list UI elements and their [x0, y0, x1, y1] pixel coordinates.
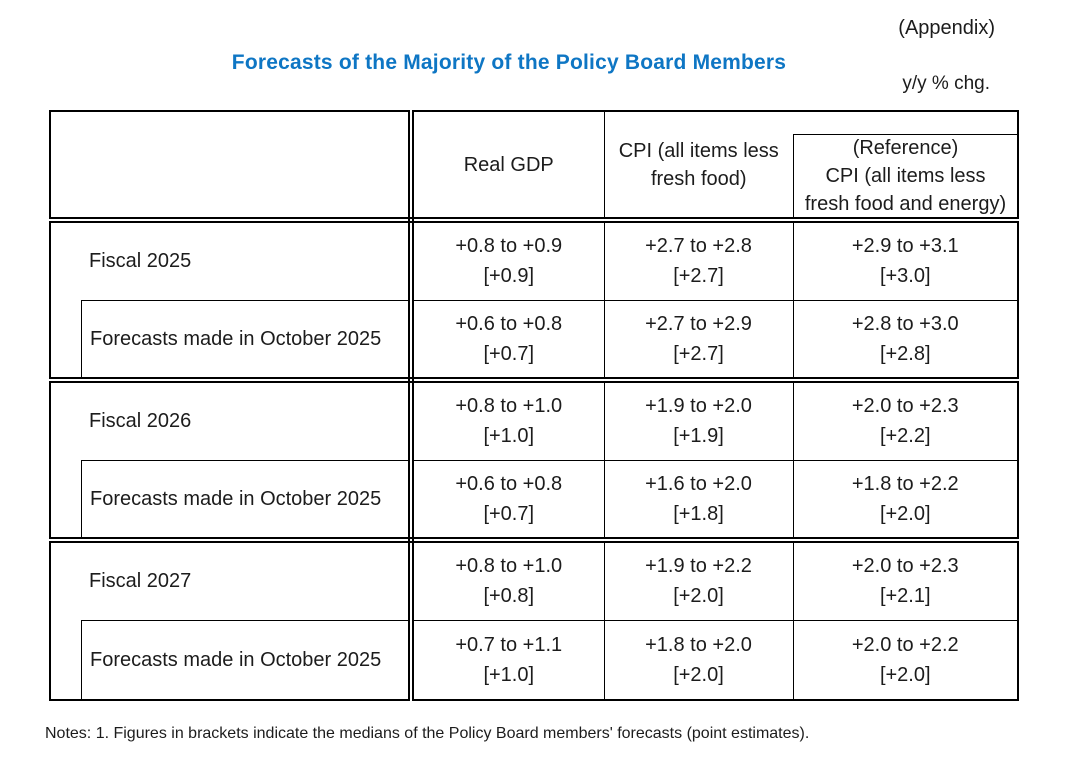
row-label-cell: Forecasts made in October 2025 [49, 620, 414, 701]
value-median: [+2.0] [673, 585, 724, 608]
row-label: Forecasts made in October 2025 [90, 327, 382, 350]
header-real-gdp: Real GDP [410, 110, 605, 223]
indent-box: Forecasts made in October 2025 [81, 300, 408, 377]
cell-cpi: +1.9 to +2.2 [+2.0] [603, 539, 794, 621]
value-range: +2.0 to +2.2 [851, 633, 959, 656]
cell-cpi-reference: +2.0 to +2.3 [+2.1] [792, 539, 1019, 621]
table-row-fiscal-2025: Fiscal 2025 +0.8 to +0.9 [+0.9] +2.7 to … [49, 219, 1019, 301]
cell-real-gdp: +0.6 to +0.8 [+0.7] [410, 459, 605, 543]
value-range: +1.9 to +2.0 [645, 395, 752, 418]
cell-cpi: +1.8 to +2.0 [+2.0] [603, 619, 794, 701]
table-row-fiscal-2027: Fiscal 2027 +0.8 to +1.0 [+0.8] +1.9 to … [49, 539, 1019, 621]
appendix-label: (Appendix) [898, 17, 995, 39]
value-range: +0.8 to +0.9 [455, 235, 563, 258]
value-range: +1.8 to +2.0 [645, 633, 752, 656]
table-row-october-forecast-2027: Forecasts made in October 2025 +0.7 to +… [49, 619, 1019, 701]
row-label: Forecasts made in October 2025 [90, 648, 382, 671]
value-range: +2.0 to +2.3 [851, 395, 959, 418]
row-label: Forecasts made in October 2025 [90, 487, 382, 510]
cell-cpi-reference: +2.8 to +3.0 [+2.8] [792, 299, 1019, 383]
value-median: [+2.0] [879, 502, 931, 525]
value-range: +0.8 to +1.0 [455, 555, 563, 578]
value-median: [+0.9] [483, 265, 535, 288]
row-label-cell: Fiscal 2026 [49, 379, 414, 460]
value-median: [+1.9] [673, 425, 724, 448]
value-range: +1.8 to +2.2 [851, 472, 959, 495]
header-row: Real GDP CPI (all items less fresh food)… [49, 110, 1019, 223]
value-median: [+1.0] [483, 425, 535, 448]
page-title: Forecasts of the Majority of the Policy … [231, 51, 787, 74]
cell-real-gdp: +0.8 to +0.9 [+0.9] [410, 219, 605, 301]
reference-inset-box: (Reference) CPI (all items less fresh fo… [793, 134, 1017, 217]
value-range: +1.6 to +2.0 [645, 472, 752, 495]
value-median: [+2.2] [879, 425, 931, 448]
row-label: Fiscal 2026 [89, 410, 192, 432]
cell-cpi: +1.9 to +2.0 [+1.9] [603, 379, 794, 461]
cell-cpi-reference: +2.9 to +3.1 [+3.0] [792, 219, 1019, 301]
table-row-october-forecast-2025: Forecasts made in October 2025 +0.6 to +… [49, 299, 1019, 383]
header-cpi-reference: (Reference) CPI (all items less fresh fo… [793, 110, 1019, 223]
indent-box: Forecasts made in October 2025 [81, 620, 408, 699]
value-median: [+1.8] [673, 502, 724, 525]
value-range: +0.8 to +1.0 [455, 395, 563, 418]
cell-cpi-reference: +2.0 to +2.3 [+2.2] [792, 379, 1019, 461]
forecast-table: Real GDP CPI (all items less fresh food)… [49, 110, 1019, 701]
value-median: [+2.0] [673, 663, 724, 686]
header-empty-cell [49, 110, 414, 223]
cell-real-gdp: +0.7 to +1.1 [+1.0] [410, 619, 605, 701]
cell-real-gdp: +0.8 to +1.0 [+1.0] [410, 379, 605, 461]
value-median: [+2.0] [879, 663, 931, 686]
cell-real-gdp: +0.8 to +1.0 [+0.8] [410, 539, 605, 621]
cell-cpi-reference: +2.0 to +2.2 [+2.0] [792, 619, 1019, 701]
cell-cpi: +2.7 to +2.9 [+2.7] [603, 299, 794, 383]
value-median: [+2.8] [879, 342, 931, 365]
value-range: +1.9 to +2.2 [645, 555, 752, 578]
value-range: +0.7 to +1.1 [455, 633, 563, 656]
row-label-cell: Forecasts made in October 2025 [49, 460, 414, 543]
row-label-cell: Forecasts made in October 2025 [49, 300, 414, 383]
value-median: [+1.0] [483, 663, 535, 686]
header-cpi: CPI (all items less fresh food) [603, 110, 793, 223]
value-range: +2.8 to +3.0 [851, 312, 959, 335]
value-range: +0.6 to +0.8 [455, 312, 563, 335]
value-median: [+0.7] [483, 342, 535, 365]
value-range: +2.0 to +2.3 [851, 555, 959, 578]
cell-real-gdp: +0.6 to +0.8 [+0.7] [410, 299, 605, 383]
value-median: [+2.7] [673, 342, 724, 365]
row-label: Fiscal 2025 [89, 250, 192, 272]
value-median: [+2.7] [673, 265, 724, 288]
value-range: +0.6 to +0.8 [455, 472, 563, 495]
value-range: +2.7 to +2.9 [645, 312, 752, 335]
value-range: +2.7 to +2.8 [645, 235, 752, 258]
unit-label: y/y % chg. [902, 73, 990, 94]
value-median: [+2.1] [879, 585, 931, 608]
row-label-cell: Fiscal 2025 [49, 219, 414, 300]
value-median: [+0.7] [483, 502, 535, 525]
cell-cpi: +2.7 to +2.8 [+2.7] [603, 219, 794, 301]
notes-text: Notes: 1. Figures in brackets indicate t… [45, 725, 810, 742]
value-range: +2.9 to +3.1 [851, 235, 959, 258]
indent-box: Forecasts made in October 2025 [81, 460, 408, 537]
forecast-table-container: Real GDP CPI (all items less fresh food)… [49, 110, 1019, 701]
row-label: Fiscal 2027 [89, 570, 192, 592]
table-row-fiscal-2026: Fiscal 2026 +0.8 to +1.0 [+1.0] +1.9 to … [49, 379, 1019, 461]
cell-cpi: +1.6 to +2.0 [+1.8] [603, 459, 794, 543]
value-median: [+0.8] [483, 585, 535, 608]
row-label-cell: Fiscal 2027 [49, 539, 414, 620]
value-median: [+3.0] [879, 265, 931, 288]
cell-cpi-reference: +1.8 to +2.2 [+2.0] [792, 459, 1019, 543]
table-row-october-forecast-2026: Forecasts made in October 2025 +0.6 to +… [49, 459, 1019, 543]
